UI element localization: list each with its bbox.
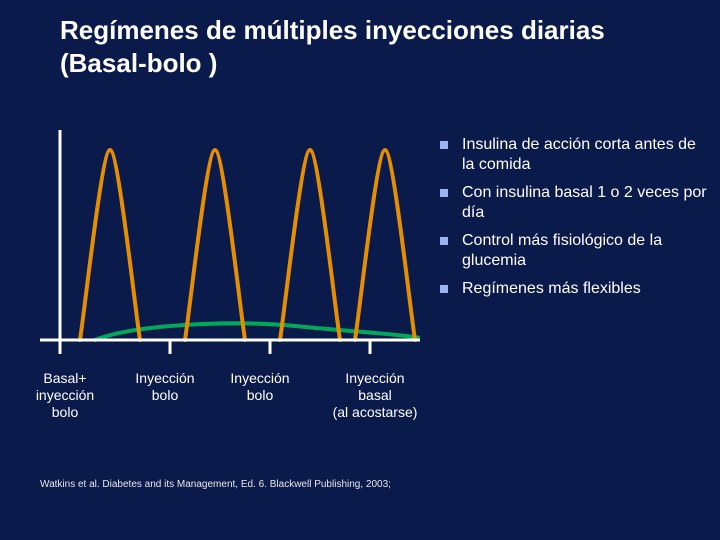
title-line-2: (Basal-bolo ): [60, 48, 217, 78]
citation-text: Watkins et al. Diabetes and its Manageme…: [40, 479, 391, 490]
title-line-1: Regímenes de múltiples inyecciones diari…: [60, 15, 605, 45]
bullet-list: Insulina de acción corta antes de la com…: [440, 135, 710, 307]
x-axis-label: Inyecciónbolo: [215, 370, 305, 404]
bullet-item: Con insulina basal 1 o 2 veces por día: [440, 183, 710, 223]
slide-title: Regímenes de múltiples inyecciones diari…: [60, 14, 660, 79]
bullet-item: Control más fisiológico de la glucemia: [440, 231, 710, 271]
chart-svg: [40, 130, 420, 360]
x-axis-label: Inyecciónbolo: [120, 370, 210, 404]
x-axis-label: Basal+inyecciónbolo: [20, 370, 110, 420]
bullet-item: Insulina de acción corta antes de la com…: [440, 135, 710, 175]
x-axis-label: Inyecciónbasal(al acostarse): [310, 370, 440, 420]
insulin-profile-chart: [40, 130, 420, 360]
bullet-item: Regímenes más flexibles: [440, 279, 710, 299]
